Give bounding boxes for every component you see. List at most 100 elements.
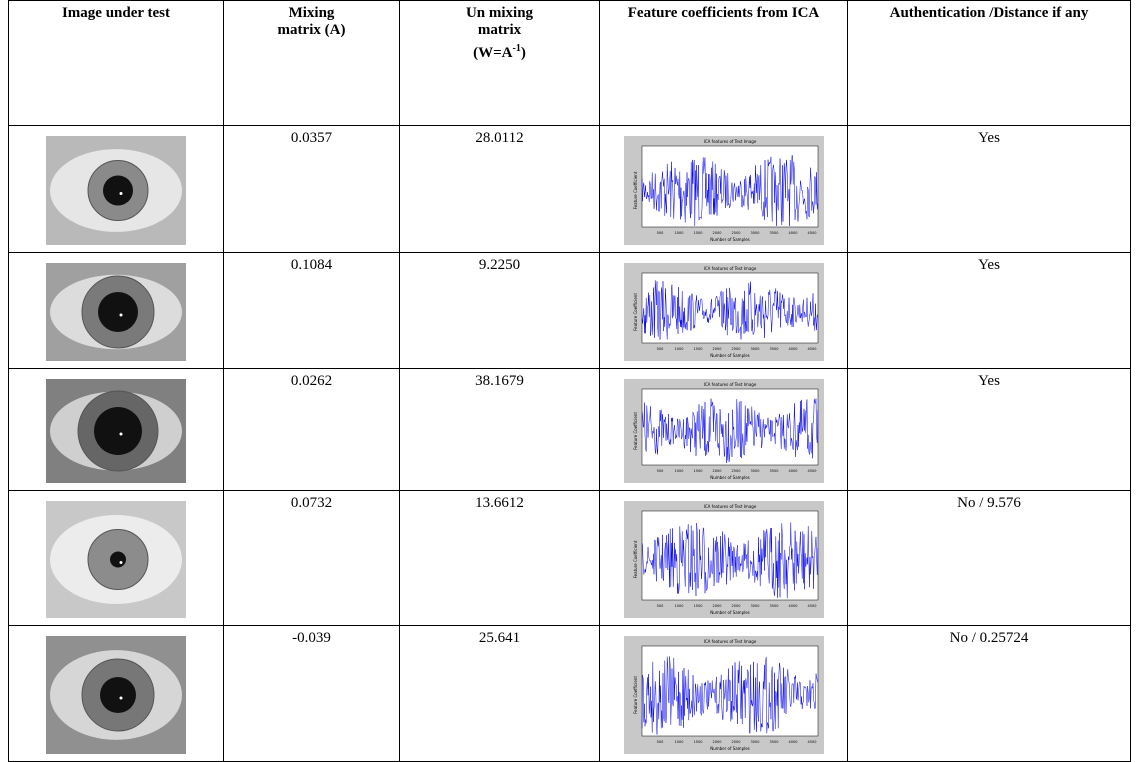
plot-ylabel: Feature Coefficient <box>633 676 638 714</box>
feature-plot: ICA features of Test ImageFeature Coeffi… <box>624 379 824 483</box>
auth-text: Yes <box>978 257 1000 273</box>
table-body: 0.0357 28.0112 ICA features of Test Image F… <box>9 126 1131 762</box>
plot-xtick: 1000 <box>674 231 683 235</box>
auth-cell: Yes <box>848 126 1131 253</box>
header-cell: Mixing matrix (A) <box>224 1 400 126</box>
eye-image <box>46 263 186 361</box>
plot-xtick: 4000 <box>788 231 797 235</box>
plot-ylabel: Feature Coefficient <box>633 540 638 578</box>
plot-xtick: 1000 <box>674 347 683 351</box>
eye-image <box>46 136 186 245</box>
plot-xtick: 3000 <box>750 604 759 608</box>
auth-cell: Yes <box>848 253 1131 369</box>
value-cell: 38.1679 <box>400 369 600 491</box>
value-cell: 0.0262 <box>224 369 400 491</box>
plot-area <box>642 273 818 343</box>
image-cell <box>9 253 224 369</box>
eye-pupil <box>94 407 142 455</box>
plot-title: ICA features of Test Image <box>703 266 756 271</box>
plot-xtick: 3000 <box>750 469 759 473</box>
table-row: -0.039 25.641 ICA features of Test Image Fe… <box>9 626 1131 762</box>
eye-glint <box>120 314 123 317</box>
plot-xtick: 3000 <box>750 740 759 744</box>
plot-xlabel: Number of Samples <box>710 353 750 358</box>
value-text: 0.0732 <box>291 495 332 511</box>
plot-title: ICA features of Test Image <box>703 139 756 144</box>
plot-xtick: 4000 <box>788 740 797 744</box>
plot-title: ICA features of Test Image <box>703 639 756 644</box>
plot-xtick: 3500 <box>769 469 778 473</box>
auth-text: No / 9.576 <box>957 495 1021 511</box>
value-cell: 13.6612 <box>400 491 600 626</box>
plot-xtick: 4500 <box>807 604 816 608</box>
header-row: Image under test Mixing matrix (A) Un mi… <box>9 1 1131 126</box>
plot-xtick: 1500 <box>693 469 702 473</box>
plot-xtick: 1000 <box>674 469 683 473</box>
plot-xtick: 1000 <box>674 604 683 608</box>
eye-pupil <box>98 292 138 332</box>
plot-area <box>642 146 818 227</box>
plot-xtick: 2500 <box>731 231 740 235</box>
plot-cell: ICA features of Test ImageFeature Coeffi… <box>600 369 848 491</box>
plot-xtick: 3000 <box>750 231 759 235</box>
formula-sup: -1 <box>513 43 521 54</box>
eye-glint <box>120 697 123 700</box>
formula: (W=A-1) <box>404 43 595 62</box>
plot-xtick: 4500 <box>807 231 816 235</box>
value-cell: 0.1084 <box>224 253 400 369</box>
table-row: 0.10849.2250ICA features of Test ImageFe… <box>9 253 1131 369</box>
plot-cell: ICA features of Test Image Feature Coeffi… <box>600 126 848 253</box>
plot-xtick: 2500 <box>731 604 740 608</box>
plot-xtick: 4500 <box>807 469 816 473</box>
header-text: Mixing matrix (A) <box>267 5 357 39</box>
header-cell: Authentication /Distance if any <box>848 1 1131 126</box>
plot-xtick: 2000 <box>712 347 721 351</box>
plot-xtick: 500 <box>656 347 663 351</box>
eye-pupil <box>110 552 126 568</box>
plot-xtick: 1000 <box>674 740 683 744</box>
value-text: 13.6612 <box>475 495 524 511</box>
auth-cell: Yes <box>848 369 1131 491</box>
value-text: 25.641 <box>479 630 520 646</box>
results-table: Image under test Mixing matrix (A) Un mi… <box>8 0 1131 762</box>
plot-xtick: 2000 <box>712 740 721 744</box>
plot-xtick: 2000 <box>712 231 721 235</box>
plot-cell: ICA features of Test Image Feature Coeffi… <box>600 626 848 762</box>
eye-image <box>46 379 186 483</box>
eye-glint <box>120 433 123 436</box>
eye-pupil <box>103 176 133 206</box>
page: Image under test Mixing matrix (A) Un mi… <box>0 0 1138 762</box>
header-cell: Image under test <box>9 1 224 126</box>
image-cell <box>9 126 224 253</box>
value-text: 28.0112 <box>475 130 523 146</box>
formula-base: (W=A <box>473 45 512 61</box>
feature-plot: ICA features of Test Image Feature Coeffi… <box>624 636 824 754</box>
header-cell: Feature coefficients from ICA <box>600 1 848 126</box>
formula-close: ) <box>521 45 526 61</box>
value-text: 0.0357 <box>291 130 332 146</box>
value-cell: 25.641 <box>400 626 600 762</box>
plot-xlabel: Number of Samples <box>710 746 750 751</box>
plot-xtick: 4000 <box>788 469 797 473</box>
image-cell <box>9 491 224 626</box>
image-cell <box>9 626 224 762</box>
auth-cell: No / 9.576 <box>848 491 1131 626</box>
value-text: 9.2250 <box>479 257 520 273</box>
plot-xtick: 4000 <box>788 347 797 351</box>
value-cell: 9.2250 <box>400 253 600 369</box>
value-cell: 28.0112 <box>400 126 600 253</box>
plot-xtick: 1500 <box>693 604 702 608</box>
value-cell: -0.039 <box>224 626 400 762</box>
value-text: 38.1679 <box>475 373 524 389</box>
value-text: 0.1084 <box>291 257 332 273</box>
feature-plot: ICA features of Test ImageFeature Coeffi… <box>624 501 824 618</box>
plot-xtick: 500 <box>656 231 663 235</box>
plot-xtick: 2000 <box>712 604 721 608</box>
eye-image <box>46 501 186 618</box>
plot-xtick: 4500 <box>807 347 816 351</box>
plot-xtick: 3500 <box>769 231 778 235</box>
plot-ylabel: Feature Coefficient <box>633 171 638 209</box>
